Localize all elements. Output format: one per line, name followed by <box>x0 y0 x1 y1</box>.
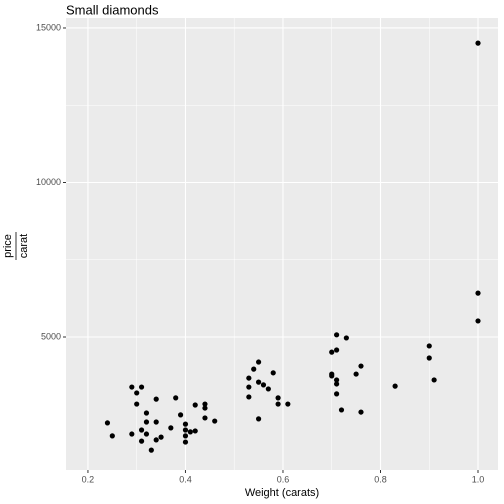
x-tick-label: 0.6 <box>277 474 290 484</box>
point <box>134 401 140 407</box>
x-axis-title: Weight (carats) <box>245 487 319 499</box>
point <box>212 418 218 424</box>
y-axis-title: price carat <box>2 232 30 260</box>
point <box>334 377 340 383</box>
x-tick-label: 0.4 <box>179 474 192 484</box>
point <box>143 419 150 425</box>
point <box>158 434 164 440</box>
point <box>353 371 359 377</box>
point <box>358 363 364 369</box>
point <box>148 447 154 453</box>
point <box>338 407 345 413</box>
point <box>334 381 340 387</box>
point <box>275 401 281 407</box>
point <box>265 386 271 392</box>
point <box>134 390 140 396</box>
point <box>270 370 276 376</box>
point <box>168 425 174 431</box>
point <box>173 395 179 401</box>
point <box>475 290 481 296</box>
point <box>255 359 262 365</box>
chart-title: Small diamonds <box>66 2 159 17</box>
y-tick-label: 5000 <box>41 331 61 341</box>
point <box>329 349 335 355</box>
point <box>246 375 252 381</box>
point <box>260 382 267 388</box>
point <box>138 384 145 390</box>
point <box>129 384 135 390</box>
point <box>202 401 208 407</box>
point <box>392 383 398 389</box>
point <box>177 412 184 418</box>
point <box>334 332 340 338</box>
point <box>109 433 115 439</box>
point <box>138 438 145 444</box>
x-tick-label: 1.0 <box>472 474 485 484</box>
point <box>138 427 145 433</box>
point <box>285 401 291 407</box>
x-tick-label: 0.8 <box>374 474 387 484</box>
point <box>153 437 159 443</box>
point <box>426 355 432 361</box>
point <box>475 40 481 46</box>
y-label-numerator: price <box>2 234 14 258</box>
point <box>426 343 432 349</box>
y-tick-label: 10000 <box>36 177 61 187</box>
panel <box>66 18 498 470</box>
point <box>329 371 335 377</box>
point <box>202 405 208 411</box>
point <box>182 433 189 439</box>
point <box>182 427 189 433</box>
y-label-denominator: carat <box>18 234 30 258</box>
y-tick-label: 15000 <box>36 22 61 32</box>
point <box>334 391 340 397</box>
point <box>153 396 159 402</box>
x-tick-label: 0.2 <box>82 474 95 484</box>
point <box>192 428 198 434</box>
point <box>275 395 281 401</box>
point <box>246 394 252 400</box>
point <box>255 416 262 422</box>
point <box>246 384 252 390</box>
point <box>182 421 189 427</box>
point <box>343 335 349 341</box>
point <box>251 366 257 372</box>
point <box>143 431 150 437</box>
point <box>202 415 208 421</box>
point <box>129 431 135 437</box>
point <box>255 379 262 385</box>
point <box>192 402 198 408</box>
point <box>475 318 481 324</box>
point <box>153 419 159 425</box>
point <box>431 377 437 383</box>
point <box>143 410 150 416</box>
point <box>187 429 193 435</box>
point <box>182 439 189 445</box>
point <box>104 420 111 426</box>
point <box>358 409 364 415</box>
point <box>334 347 340 353</box>
